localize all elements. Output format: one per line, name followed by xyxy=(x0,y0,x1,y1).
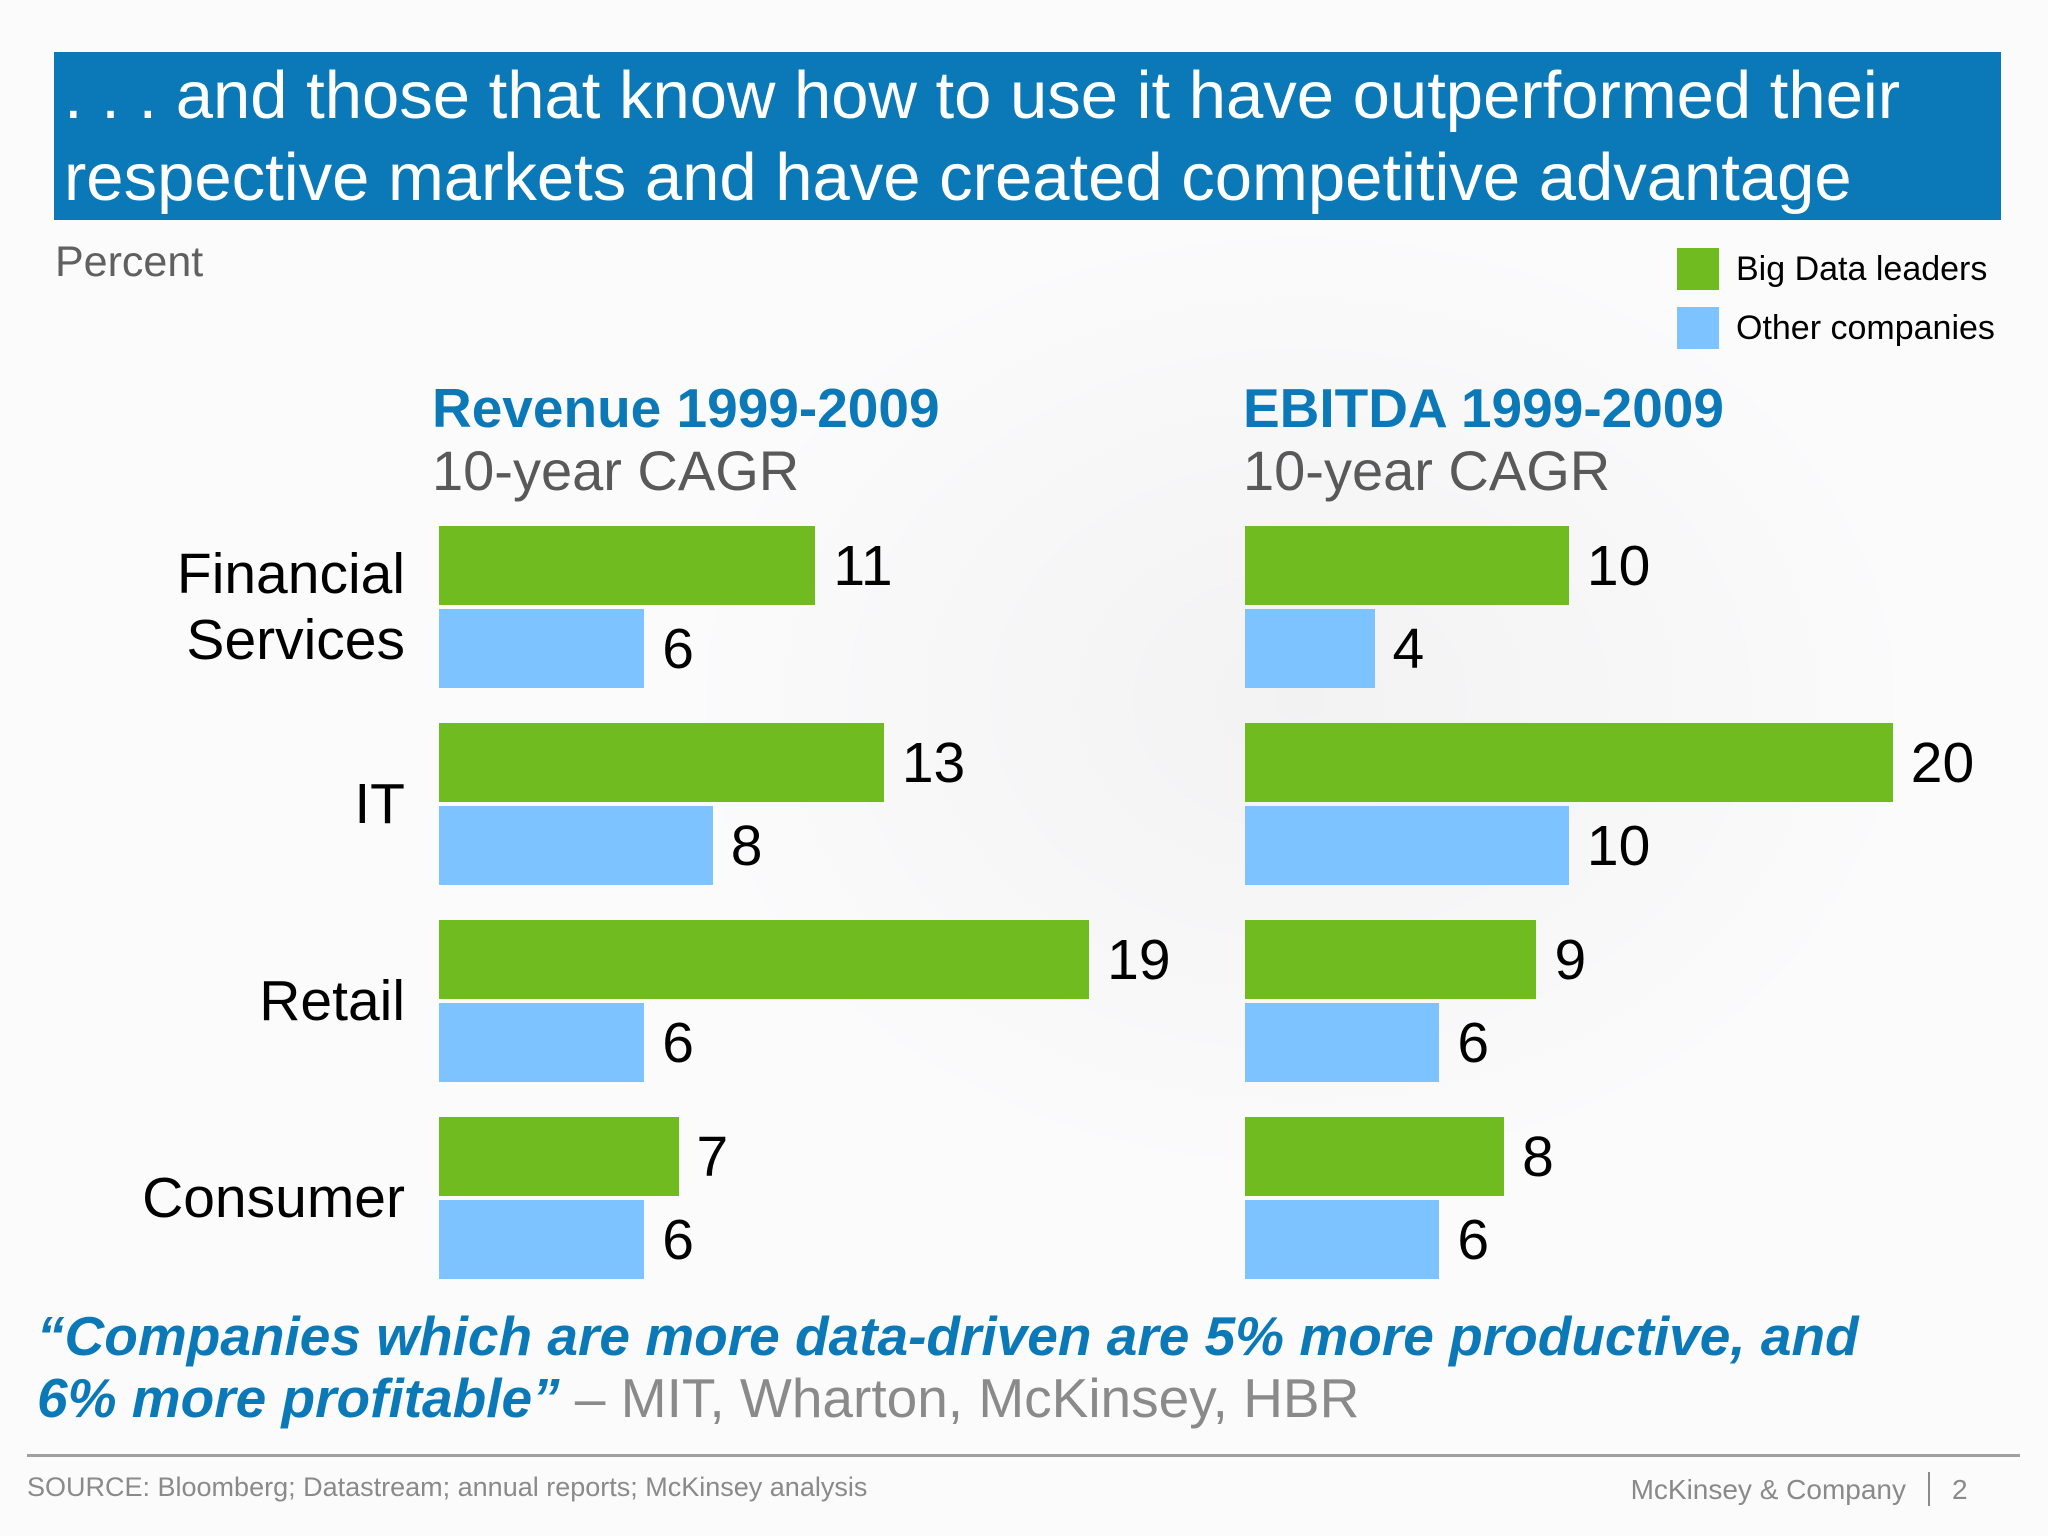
brand-name: McKinsey & Company xyxy=(1630,1474,1906,1505)
data-label: 10 xyxy=(1586,533,1651,598)
data-label: 4 xyxy=(1392,616,1425,681)
legend-swatch-green xyxy=(1677,248,1719,290)
ebitda-bar-others xyxy=(1245,1003,1440,1082)
source-note: SOURCE: Bloomberg; Datastream; annual re… xyxy=(27,1472,868,1502)
unit-label: Percent xyxy=(55,238,204,286)
revenue-bar-others xyxy=(439,609,645,688)
quote-text: “Companies which are more data-driven ar… xyxy=(37,1305,1859,1429)
ebitda-bar-others xyxy=(1245,806,1569,885)
data-label: 19 xyxy=(1107,927,1171,992)
quote: “Companies which are more data-driven ar… xyxy=(37,1305,1937,1429)
legend-label: Big Data leaders xyxy=(1736,249,1988,288)
ebitda-bar-leaders xyxy=(1245,526,1569,605)
data-label: 6 xyxy=(1457,1010,1490,1075)
revenue-bar-others xyxy=(439,806,713,885)
revenue-bar-leaders xyxy=(439,723,884,802)
ebitda-bar-leaders xyxy=(1245,920,1537,999)
revenue-bar-leaders xyxy=(439,526,816,605)
revenue-chart-subtitle: 10-year CAGR xyxy=(432,439,800,502)
revenue-bar-leaders xyxy=(439,920,1090,999)
revenue-chart-title: Revenue 1999-2009 xyxy=(432,377,940,439)
data-label: 7 xyxy=(696,1124,729,1189)
quote-attribution: – MIT, Wharton, McKinsey, HBR xyxy=(559,1367,1360,1429)
ebitda-bar-others xyxy=(1245,609,1375,688)
footer-separator xyxy=(1928,1472,1930,1506)
data-label: 10 xyxy=(1586,813,1651,878)
revenue-bar-others xyxy=(439,1200,645,1279)
legend-item-leaders: Big Data leaders xyxy=(1677,248,1987,290)
data-label: 11 xyxy=(833,533,893,598)
revenue-bar-leaders xyxy=(439,1117,679,1196)
data-label: 6 xyxy=(662,1207,694,1272)
data-label: 6 xyxy=(662,1010,694,1075)
ebitda-bar-leaders xyxy=(1245,723,1893,802)
data-label: 9 xyxy=(1554,927,1587,992)
ebitda-bar-others xyxy=(1245,1200,1440,1279)
legend-label: Other companies xyxy=(1736,308,1995,347)
data-label: 6 xyxy=(662,616,694,681)
legend-item-others: Other companies xyxy=(1677,307,1995,349)
data-label: 8 xyxy=(730,813,763,878)
data-label: 6 xyxy=(1457,1207,1490,1272)
slide-title: . . . and those that know how to use it … xyxy=(54,52,2001,220)
page-number: 2 xyxy=(1952,1474,1968,1505)
category-label: IT xyxy=(354,772,405,836)
ebitda-chart-subtitle: 10-year CAGR xyxy=(1243,439,1611,502)
legend-swatch-blue xyxy=(1677,307,1719,349)
data-label: 13 xyxy=(901,730,966,795)
category-label: Financial Services xyxy=(176,542,405,672)
revenue-bar-others xyxy=(439,1003,645,1082)
footer-divider xyxy=(27,1454,2020,1457)
ebitda-bar-leaders xyxy=(1245,1117,1505,1196)
category-label: Retail xyxy=(259,969,405,1033)
data-label: 20 xyxy=(1910,730,1975,795)
ebitda-chart-title: EBITDA 1999-2009 xyxy=(1243,377,1724,439)
data-label: 8 xyxy=(1522,1124,1554,1189)
category-label: Consumer xyxy=(142,1166,405,1230)
